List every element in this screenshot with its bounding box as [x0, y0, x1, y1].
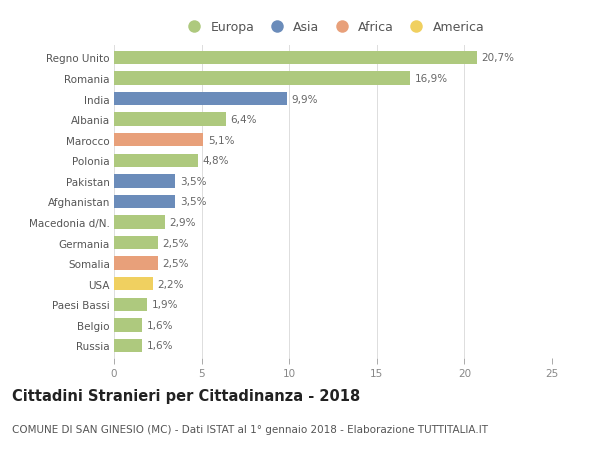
Bar: [114, 339, 142, 353]
Bar: [114, 236, 158, 250]
Bar: [114, 93, 287, 106]
Text: 2,5%: 2,5%: [162, 238, 188, 248]
Bar: [114, 72, 410, 85]
Text: 1,6%: 1,6%: [146, 320, 173, 330]
Text: 3,5%: 3,5%: [180, 197, 206, 207]
Text: 9,9%: 9,9%: [292, 94, 319, 104]
Text: 16,9%: 16,9%: [415, 74, 448, 84]
Text: 20,7%: 20,7%: [481, 53, 514, 63]
Legend: Europa, Asia, Africa, America: Europa, Asia, Africa, America: [179, 18, 487, 37]
Text: 1,9%: 1,9%: [152, 300, 178, 310]
Bar: [114, 319, 142, 332]
Bar: [114, 51, 476, 65]
Bar: [114, 277, 152, 291]
Text: COMUNE DI SAN GINESIO (MC) - Dati ISTAT al 1° gennaio 2018 - Elaborazione TUTTIT: COMUNE DI SAN GINESIO (MC) - Dati ISTAT …: [12, 425, 488, 435]
Bar: [114, 298, 147, 311]
Bar: [114, 175, 175, 188]
Text: 2,5%: 2,5%: [162, 258, 188, 269]
Text: 2,9%: 2,9%: [169, 218, 196, 228]
Text: Cittadini Stranieri per Cittadinanza - 2018: Cittadini Stranieri per Cittadinanza - 2…: [12, 388, 360, 403]
Bar: [114, 113, 226, 127]
Text: 3,5%: 3,5%: [180, 176, 206, 186]
Bar: [114, 154, 198, 168]
Text: 1,6%: 1,6%: [146, 341, 173, 351]
Text: 2,2%: 2,2%: [157, 279, 184, 289]
Text: 5,1%: 5,1%: [208, 135, 234, 146]
Text: 4,8%: 4,8%: [202, 156, 229, 166]
Bar: [114, 195, 175, 209]
Text: 6,4%: 6,4%: [230, 115, 257, 125]
Bar: [114, 134, 203, 147]
Bar: [114, 216, 165, 229]
Bar: [114, 257, 158, 270]
